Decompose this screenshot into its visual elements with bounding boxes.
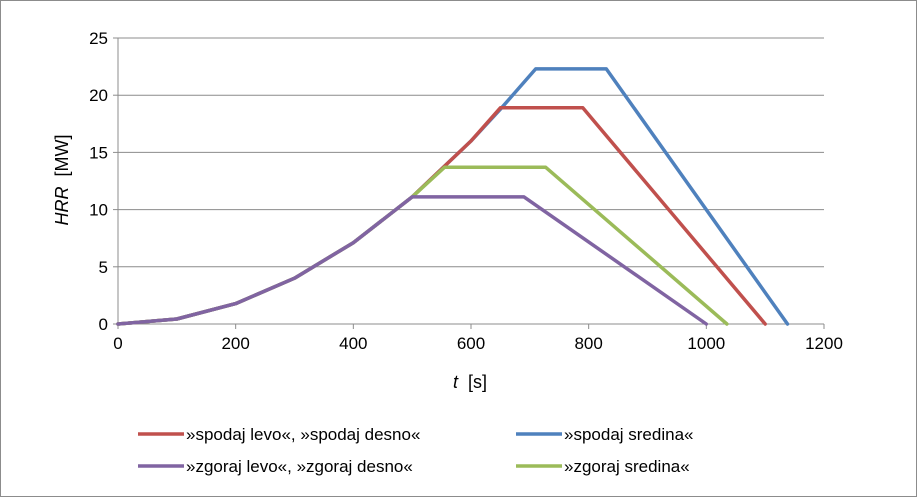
x-tick-label: 1000 [687, 334, 725, 353]
y-tick-label: 0 [99, 315, 108, 334]
x-axis-title-var: t [453, 372, 459, 392]
y-axis-title: HRR [MW] [52, 134, 72, 225]
x-tick-label: 600 [457, 334, 485, 353]
x-tick-label: 200 [221, 334, 249, 353]
x-tick-label: 0 [113, 334, 122, 353]
y-axis-title-var: HRR [52, 187, 72, 226]
gridlines [118, 37, 824, 268]
series-line-1 [116, 106, 767, 326]
axes [113, 37, 825, 329]
x-axis-title-unit: [s] [468, 372, 487, 392]
x-axis-title: t [s] [453, 372, 487, 392]
legend-label-4: »zgoraj sredina« [564, 457, 690, 476]
legend: »spodaj levo«, »spodaj desno« »spodaj sre… [138, 425, 693, 476]
y-axis-title-unit: [MW] [52, 134, 72, 176]
legend-label-1: »spodaj levo«, »spodaj desno« [186, 425, 420, 444]
y-tick-label: 25 [89, 29, 108, 48]
y-tick-label: 20 [89, 86, 108, 105]
legend-label-2: »spodaj sredina« [564, 425, 693, 444]
y-tick-label: 10 [89, 201, 108, 220]
x-tick-label: 800 [574, 334, 602, 353]
tick-labels: 0 5 10 15 20 25 0 200 400 600 800 1000 1200 [89, 29, 843, 353]
legend-label-3: »zgoraj levo«, »zgoraj desno« [186, 457, 413, 476]
x-tick-label: 400 [339, 334, 367, 353]
series-line-4 [116, 165, 729, 326]
series-lines [116, 67, 790, 326]
series-line-3 [116, 195, 709, 326]
x-tick-label: 1200 [805, 334, 843, 353]
y-tick-label: 15 [89, 143, 108, 162]
y-tick-label: 5 [99, 258, 108, 277]
